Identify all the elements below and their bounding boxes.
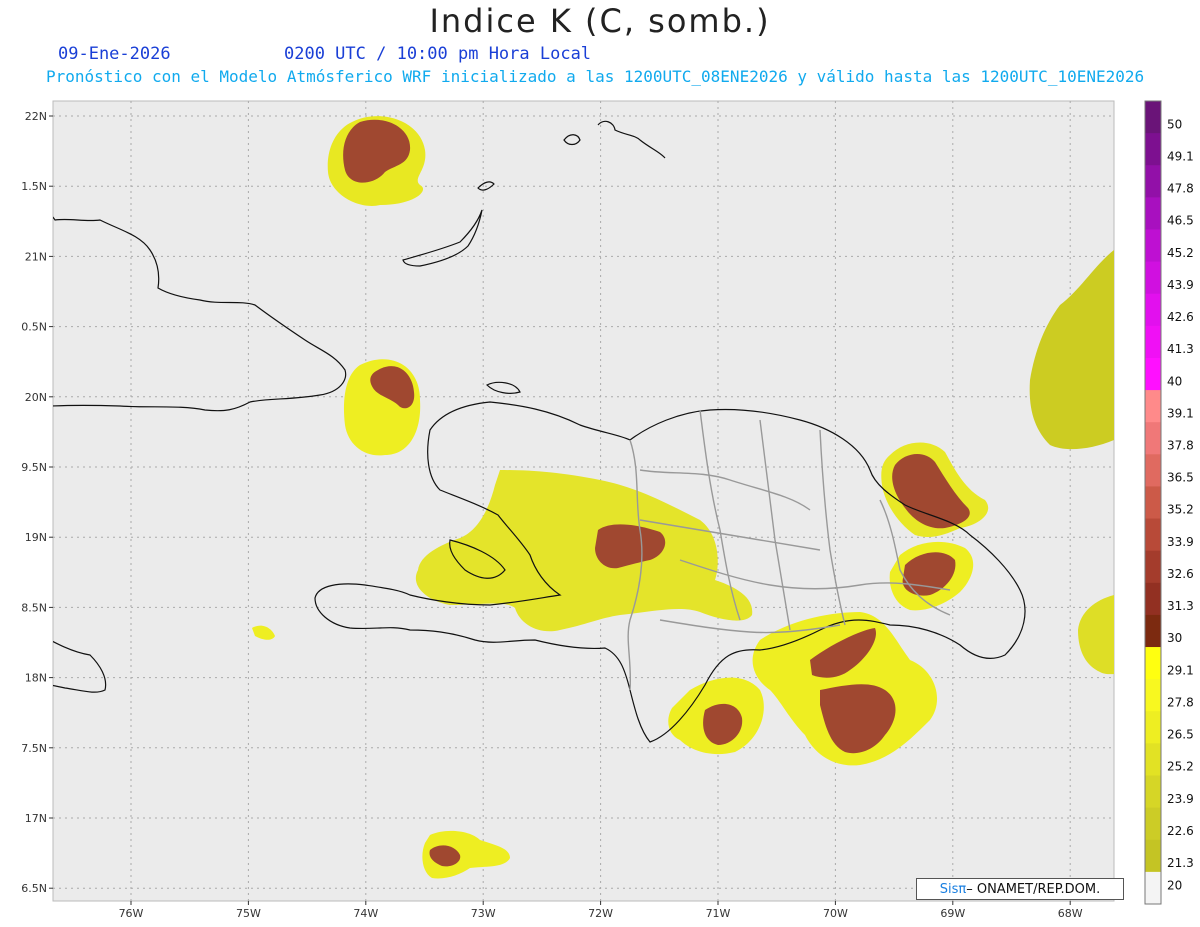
latitude-label: 22N xyxy=(25,110,47,123)
colorbar-label: 23.9 xyxy=(1167,792,1194,806)
colorbar-swatch xyxy=(1145,743,1161,777)
colorbar-swatch xyxy=(1145,101,1161,134)
colorbar-label: 32.6 xyxy=(1167,567,1194,581)
colorbar-label: 43.9 xyxy=(1167,278,1194,292)
forecast-time: 0200 UTC / 10:00 pm Hora Local xyxy=(284,44,592,64)
colorbar-label: 42.6 xyxy=(1167,310,1194,324)
colorbar-swatch xyxy=(1145,871,1161,905)
k-index-region xyxy=(820,684,896,754)
forecast-subtitle: Pronóstico con el Modelo Atmósferico WRF… xyxy=(46,67,1145,86)
credit-org: – ONAMET/REP.DOM. xyxy=(966,881,1101,897)
latitude-label: 7.5N xyxy=(21,742,47,755)
longitude-label: 73W xyxy=(471,907,496,920)
colorbar-label: 22.6 xyxy=(1167,824,1194,838)
forecast-date: 09-Ene-2026 xyxy=(58,44,171,64)
longitude-label: 76W xyxy=(119,907,144,920)
k-index-region xyxy=(429,845,461,867)
colorbar-label: 35.2 xyxy=(1167,503,1194,517)
credit-sis: Sisπ xyxy=(939,881,967,897)
province-boundaries xyxy=(627,409,951,691)
latitude-label: 8.5N xyxy=(21,601,47,614)
latitude-label: 9.5N xyxy=(21,461,47,474)
colorbar-swatch xyxy=(1145,133,1161,166)
colorbar-swatch xyxy=(1145,647,1161,680)
k-index-region xyxy=(422,830,510,879)
k-index-region xyxy=(810,628,876,678)
colorbar-swatch xyxy=(1145,807,1161,841)
colorbar-swatch xyxy=(1145,775,1161,809)
colorbar-swatch xyxy=(1145,518,1161,552)
latitude-label: 6.5N xyxy=(21,882,47,895)
latitude-label: 19N xyxy=(25,531,47,544)
k-index-region xyxy=(703,703,743,745)
latitude-labels: 22N 1.5N 21N 0.5N 20N 9.5N 19N 8.5N 18N 7.5N 17N 6.… xyxy=(21,110,53,895)
colorbar-label: 30 xyxy=(1167,631,1182,645)
k-index-region xyxy=(1078,595,1114,675)
colorbar-label: 31.3 xyxy=(1167,599,1194,613)
colorbar-swatch xyxy=(1145,454,1161,487)
latitude-label: 1.5N xyxy=(21,180,47,193)
colorbar-swatch xyxy=(1145,679,1161,712)
colorbar-frame xyxy=(1144,100,1162,905)
colorbar-label: 37.8 xyxy=(1167,439,1194,453)
k-index-region xyxy=(595,524,666,569)
colorbar-swatch xyxy=(1145,325,1161,359)
colorbar-label: 27.8 xyxy=(1167,695,1194,709)
k-index-region xyxy=(370,366,415,409)
coastlines xyxy=(53,120,1026,743)
colorbar-swatch xyxy=(1145,550,1161,584)
colorbar-label: 36.5 xyxy=(1167,471,1194,485)
colorbar-swatch xyxy=(1145,357,1161,391)
colorbar-label: 46.5 xyxy=(1167,214,1194,228)
colorbar-label: 33.9 xyxy=(1167,535,1194,549)
colorbar-label: 29.1 xyxy=(1167,663,1194,677)
colorbar-label: 50 xyxy=(1167,117,1182,131)
k-index-region xyxy=(415,470,753,632)
colorbar-label: 39.1 xyxy=(1167,406,1194,420)
longitude-label: 72W xyxy=(588,907,613,920)
colorbar-swatch xyxy=(1145,582,1161,616)
colorbar-swatch xyxy=(1145,390,1161,423)
colorbar-label: 40 xyxy=(1167,374,1182,388)
k-index-region xyxy=(1029,250,1114,450)
longitude-label: 70W xyxy=(823,907,848,920)
k-index-region xyxy=(892,454,970,529)
map-title: Indice K (C, somb.) xyxy=(429,2,771,40)
colorbar: 50 49.1 47.8 46.5 45.2 43.9 42.6 41.3 40 39.1 37.8… xyxy=(1144,100,1194,905)
colorbar-swatch xyxy=(1145,197,1161,230)
colorbar-label: 49.1 xyxy=(1167,149,1194,163)
colorbar-label: 45.2 xyxy=(1167,246,1194,260)
latitude-label: 18N xyxy=(25,672,47,685)
colorbar-label: 26.5 xyxy=(1167,728,1194,742)
latitude-label: 20N xyxy=(25,391,47,404)
credit-box: Sisπ – ONAMET/REP.DOM. xyxy=(916,878,1124,900)
latitude-label: 21N xyxy=(25,250,47,263)
k-index-region xyxy=(343,119,411,183)
colorbar-swatch xyxy=(1145,711,1161,744)
latitude-label: 17N xyxy=(25,812,47,825)
colorbar-swatch xyxy=(1145,614,1161,648)
colorbar-label: 41.3 xyxy=(1167,342,1194,356)
latitude-label: 0.5N xyxy=(21,321,47,334)
colorbar-swatch xyxy=(1145,261,1161,295)
colorbar-label: 25.2 xyxy=(1167,760,1194,774)
longitude-label: 69W xyxy=(940,907,965,920)
longitude-label: 74W xyxy=(353,907,378,920)
colorbar-label: 21.3 xyxy=(1167,856,1194,870)
colorbar-swatch xyxy=(1145,293,1161,327)
colorbar-swatch xyxy=(1145,486,1161,520)
longitude-label: 75W xyxy=(236,907,261,920)
colorbar-swatch xyxy=(1145,229,1161,263)
colorbar-swatch xyxy=(1145,165,1161,198)
longitude-labels: 76W 75W 74W 73W 72W 71W 70W 69W 68W xyxy=(119,901,1083,920)
k-index-field xyxy=(252,116,1114,879)
k-index-region xyxy=(252,625,275,640)
longitude-label: 71W xyxy=(706,907,731,920)
colorbar-label: 20 xyxy=(1167,879,1182,893)
colorbar-label: 47.8 xyxy=(1167,182,1194,196)
colorbar-swatch xyxy=(1145,422,1161,455)
longitude-label: 68W xyxy=(1058,907,1083,920)
colorbar-swatch xyxy=(1145,839,1161,873)
